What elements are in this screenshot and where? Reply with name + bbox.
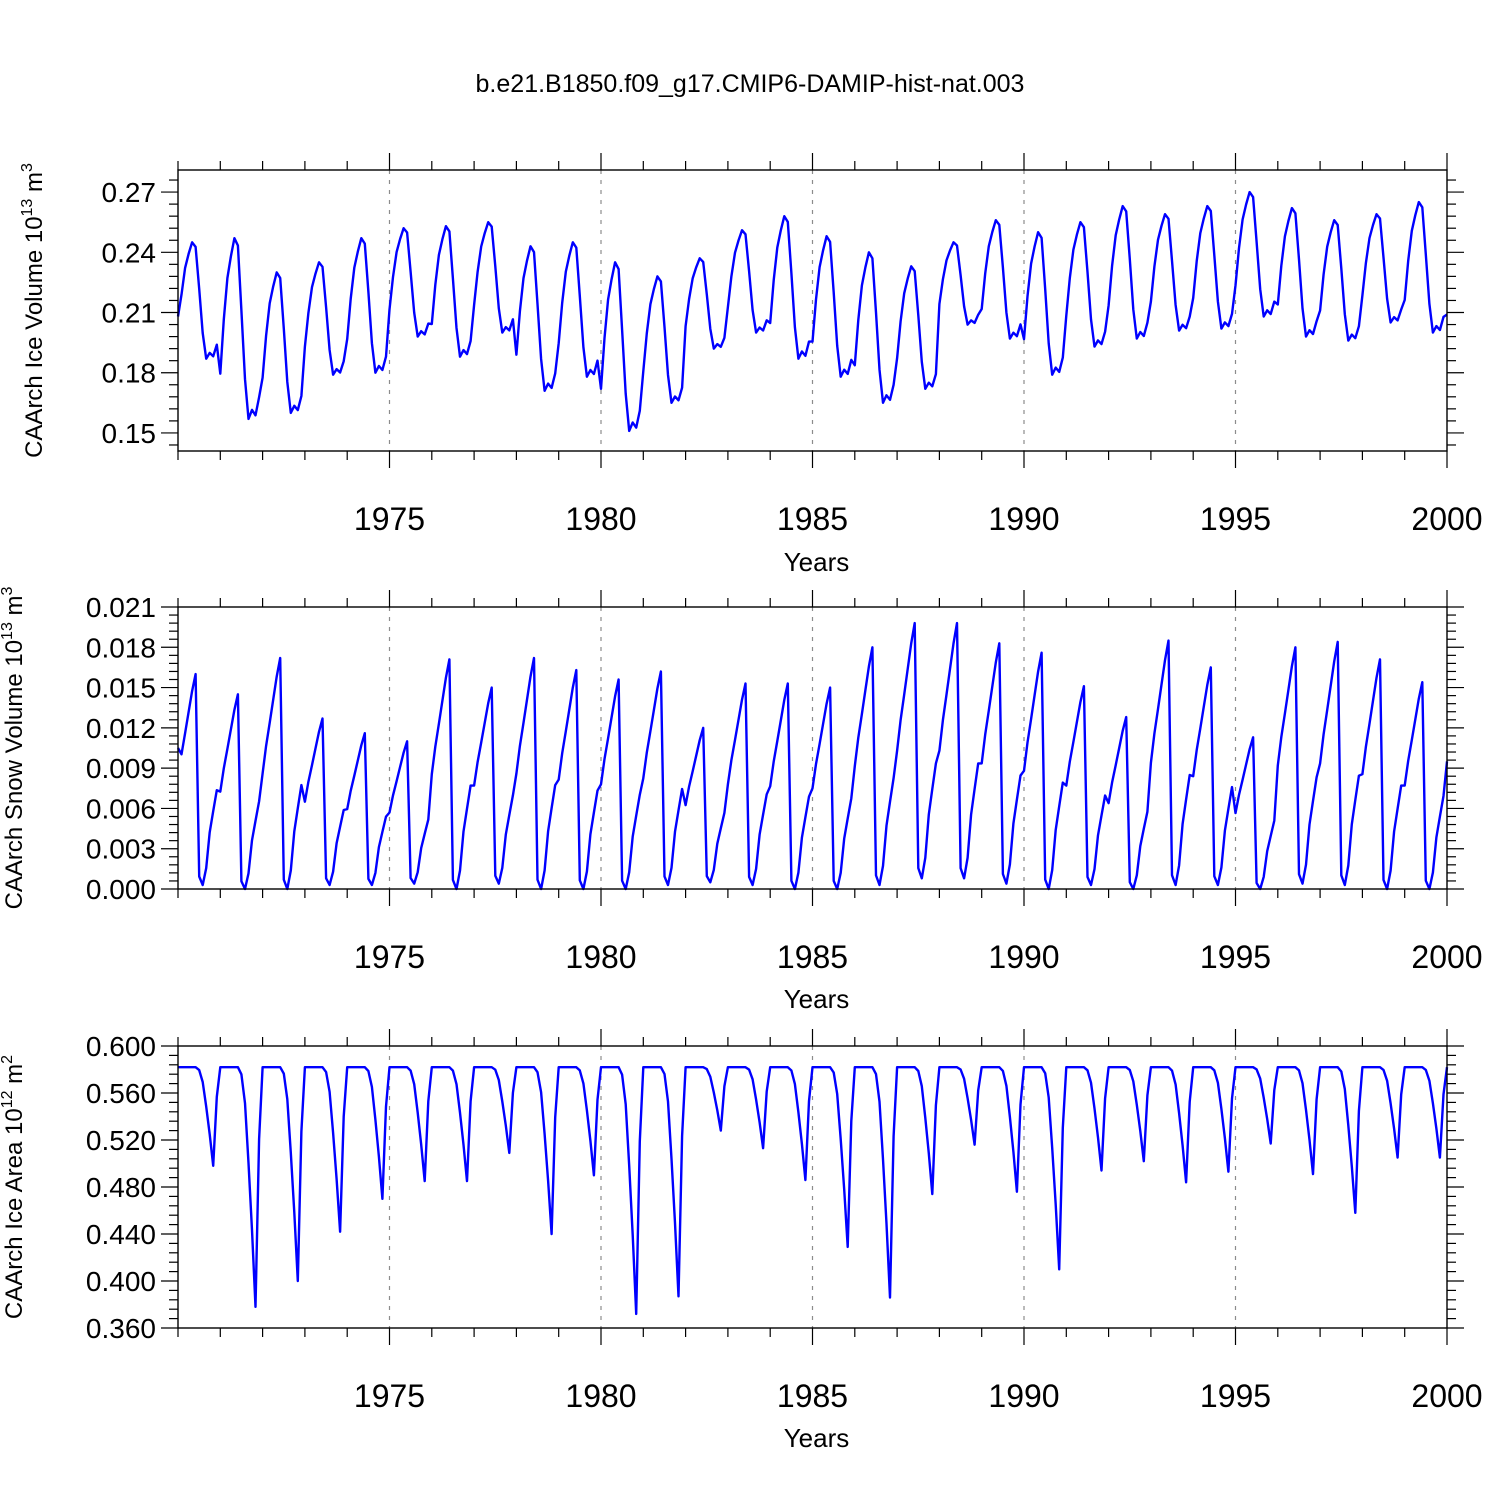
y-tick-label: 0.018 [86,632,156,663]
y-tick-label: 0.21 [102,298,157,329]
x-tick-label: 1990 [988,501,1059,537]
x-tick-label: 1995 [1200,1378,1271,1414]
y-tick-label: 0.009 [86,753,156,784]
x-tick-label: 2000 [1411,939,1482,975]
x-tick-label: 1995 [1200,501,1271,537]
y-axis-title: CAArch Ice Volume 1013 m3 [19,163,48,458]
y-tick-label: 0.021 [86,592,156,623]
y-tick-label: 0.006 [86,793,156,824]
y-tick-label: 0.015 [86,673,156,704]
chart-panel-3: 1975 1980 1985 1990 1995 2000 0.360 0.400 0.440 0… [0,1029,1483,1453]
chart-panel-2: 1975 1980 1985 1990 1995 2000 0.000 0.003 0.006 0… [0,586,1483,1014]
x-tick-label: 1985 [777,501,848,537]
x-tick-label: 1980 [565,501,636,537]
x-tick-label: 1995 [1200,939,1271,975]
x-tick-label: 1985 [777,1378,848,1414]
series-line [178,1065,1449,1316]
y-tick-label: 0.440 [86,1219,156,1250]
y-axis-title: CAArch Ice Area 1012 m2 [0,1055,28,1319]
x-tick-label: 1975 [354,1378,425,1414]
page-title: b.e21.B1850.f09_g17.CMIP6-DAMIP-hist-nat… [475,70,1025,98]
y-tick-label: 0.360 [86,1313,156,1344]
y-tick-label: 0.520 [86,1125,156,1156]
x-tick-label: 1975 [354,501,425,537]
x-tick-label: 1975 [354,939,425,975]
x-axis-title: Years [784,1423,850,1453]
y-tick-label: 0.012 [86,713,156,744]
x-tick-label: 2000 [1411,501,1482,537]
y-tick-label: 0.15 [102,418,157,449]
series-line [176,190,1448,433]
y-tick-label: 0.400 [86,1266,156,1297]
x-tick-label: 1990 [988,1378,1059,1414]
x-axis-title: Years [784,547,850,577]
x-tick-label: 2000 [1411,1378,1482,1414]
y-tick-label: 0.560 [86,1078,156,1109]
y-tick-label: 0.600 [86,1031,156,1062]
x-axis-title: Years [784,984,850,1014]
x-tick-label: 1980 [565,1378,636,1414]
x-tick-label: 1990 [988,939,1059,975]
x-tick-label: 1985 [777,939,848,975]
x-tick-label: 1980 [565,939,636,975]
y-tick-label: 0.24 [102,237,157,268]
series-line [176,621,1449,891]
y-tick-label: 0.480 [86,1172,156,1203]
y-tick-label: 0.18 [102,358,157,389]
y-tick-label: 0.000 [86,874,156,905]
chart-panel-1: 1975 1980 1985 1990 1995 2000 0.15 0.18 0.21 0.24… [19,153,1483,577]
y-tick-label: 0.003 [86,834,156,865]
y-axis-title: CAArch Snow Volume 1013 m3 [0,586,28,909]
y-tick-label: 0.27 [102,177,157,208]
